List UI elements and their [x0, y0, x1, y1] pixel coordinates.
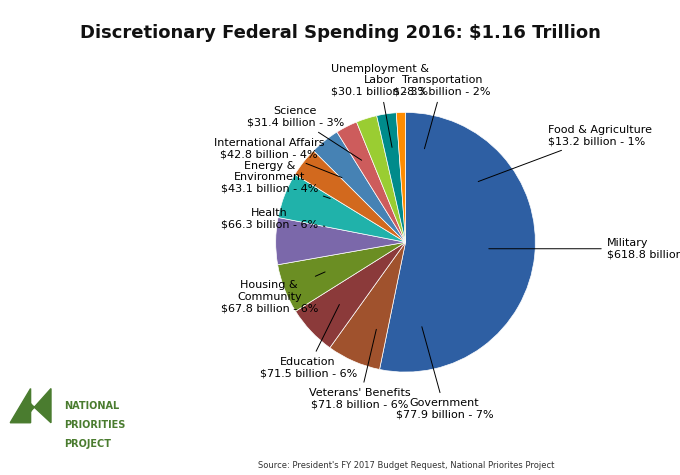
Text: Transportation
$28.3 billion - 2%: Transportation $28.3 billion - 2%: [393, 75, 491, 149]
Wedge shape: [396, 113, 405, 242]
Wedge shape: [313, 132, 405, 242]
Wedge shape: [277, 242, 405, 311]
Text: NATIONAL: NATIONAL: [65, 401, 120, 411]
Text: PROJECT: PROJECT: [65, 439, 112, 449]
Wedge shape: [356, 116, 405, 242]
Text: Source: President's FY 2017 Budget Request, National Priorites Project: Source: President's FY 2017 Budget Reque…: [258, 461, 555, 470]
Polygon shape: [10, 389, 51, 423]
Text: Education
$71.5 billion - 6%: Education $71.5 billion - 6%: [260, 304, 357, 378]
Text: Food & Agriculture
$13.2 billion - 1%: Food & Agriculture $13.2 billion - 1%: [478, 125, 652, 181]
Wedge shape: [379, 113, 535, 372]
Text: Veterans' Benefits
$71.8 billion - 6%: Veterans' Benefits $71.8 billion - 6%: [309, 329, 411, 409]
Text: Energy &
Environment
$43.1 billion - 4%: Energy & Environment $43.1 billion - 4%: [220, 161, 330, 199]
Wedge shape: [330, 242, 405, 370]
Wedge shape: [275, 218, 405, 265]
Text: Science
$31.4 billion - 3%: Science $31.4 billion - 3%: [247, 106, 362, 160]
Text: Discretionary Federal Spending 2016: $1.16 Trillion: Discretionary Federal Spending 2016: $1.…: [80, 24, 600, 42]
Text: PRIORITIES: PRIORITIES: [65, 420, 126, 430]
Wedge shape: [295, 151, 405, 242]
Text: Housing &
Community
$67.8 billion - 6%: Housing & Community $67.8 billion - 6%: [220, 272, 325, 314]
Wedge shape: [296, 242, 405, 348]
Text: Health
$66.3 billion - 6%: Health $66.3 billion - 6%: [220, 208, 325, 230]
Wedge shape: [377, 113, 405, 242]
Text: International Affairs
$42.8 billion - 4%: International Affairs $42.8 billion - 4%: [214, 138, 342, 178]
Wedge shape: [278, 174, 405, 242]
Text: Military
$618.8 billion - 53%: Military $618.8 billion - 53%: [489, 238, 680, 259]
Wedge shape: [337, 122, 405, 242]
Text: Unemployment &
Labor
$30.1 billion - 3%: Unemployment & Labor $30.1 billion - 3%: [330, 64, 428, 147]
Text: Government
$77.9 billion - 7%: Government $77.9 billion - 7%: [396, 327, 493, 419]
